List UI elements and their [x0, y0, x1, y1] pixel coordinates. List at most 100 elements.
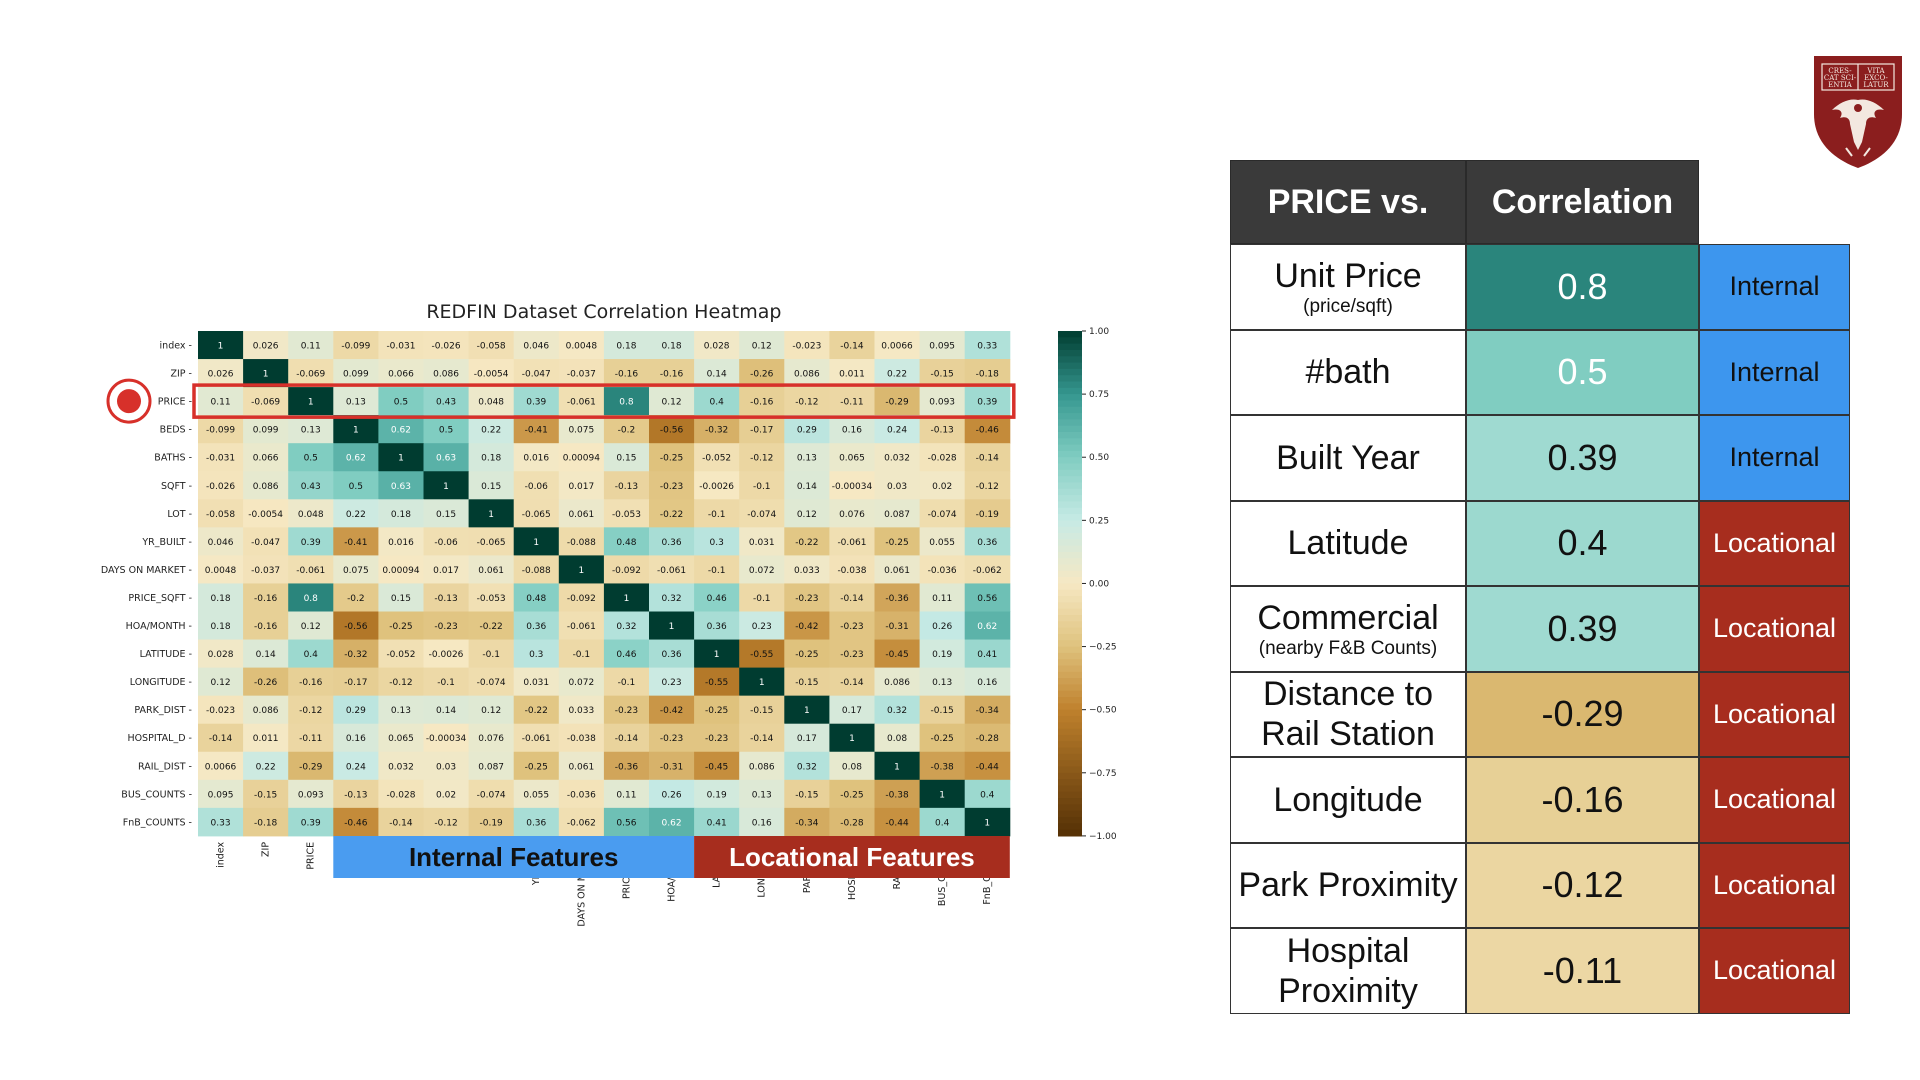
heatmap-cell: [468, 583, 515, 612]
heatmap-cell: [694, 359, 740, 388]
heatmap-cell-label: -0.026: [432, 342, 461, 352]
heatmap-cell-label: 0.39: [301, 818, 321, 828]
heatmap-cell: [558, 331, 605, 360]
price-row-highlight: [106, 378, 1016, 424]
heatmap-cell: [964, 415, 1011, 444]
colorbar-segment: [1058, 753, 1082, 761]
heatmap-cell-label: 0.08: [842, 762, 862, 772]
heatmap-cell-label: -0.38: [931, 762, 955, 772]
crest-motto-3: ENTIA: [1828, 81, 1853, 89]
heatmap-cell: [198, 499, 244, 528]
colorbar-segment: [1058, 469, 1082, 477]
heatmap-cell-label: 0.066: [253, 454, 279, 464]
heatmap-cell-label: 0.5: [439, 426, 453, 436]
colorbar-segment: [1058, 349, 1082, 357]
heatmap-cell: [558, 443, 605, 472]
feature-name: Distance to Rail Station: [1261, 675, 1435, 754]
heatmap-cell-label: 0.39: [301, 538, 321, 548]
group-band-0: [333, 836, 695, 878]
heatmap-cell-label: 0.031: [749, 538, 775, 548]
heatmap-cell-label: -0.22: [660, 510, 683, 520]
heatmap-cell-label: -0.25: [389, 622, 412, 632]
heatmap-cell: [829, 723, 875, 753]
heatmap-cell: [603, 723, 650, 753]
heatmap-cell-label: 1: [533, 538, 539, 548]
heatmap-cell-label: -0.047: [251, 538, 280, 548]
heatmap-cell: [874, 751, 921, 781]
heatmap-cell-label: 0.4: [980, 790, 995, 800]
heatmap-cell: [288, 415, 334, 444]
heatmap-cell-label: -0.069: [296, 370, 325, 380]
heatmap-cell-label: 1: [443, 482, 449, 492]
heatmap-cell: [288, 359, 334, 388]
heatmap-cell: [784, 639, 830, 669]
heatmap-cell: [243, 583, 289, 612]
table-row: #bath 0.5 Internal: [1230, 329, 1850, 415]
heatmap-cell: [919, 331, 966, 360]
colorbar-segment: [1058, 545, 1082, 553]
heatmap-cell-label: -0.065: [477, 538, 506, 548]
table-row: Commercial (nearby F&B Counts) 0.39 Locatio…: [1230, 586, 1850, 672]
table-header-row: PRICE vs. Correlation: [1230, 160, 1699, 244]
heatmap-cell-label: 0.36: [526, 818, 546, 828]
row-label: BEDS -: [160, 425, 192, 436]
heatmap-cell-label: 0.046: [523, 342, 549, 352]
heatmap-cell-label: -0.41: [525, 426, 548, 436]
heatmap-cell: [378, 751, 424, 781]
heatmap-cell: [558, 807, 605, 837]
heatmap-cell: [333, 359, 379, 388]
heatmap-cell-label: 0.011: [839, 370, 865, 380]
heatmap-cell: [468, 611, 515, 641]
heatmap-cell: [288, 331, 334, 360]
heatmap-cell: [423, 779, 470, 809]
heatmap-cell: [468, 443, 515, 472]
heatmap-cell: [198, 443, 244, 472]
heatmap-cell-label: 0.033: [568, 706, 594, 716]
heatmap-cell: [468, 807, 515, 837]
heatmap-cell-label: -0.028: [386, 790, 415, 800]
heatmap-cell-label: -0.23: [840, 650, 863, 660]
heatmap-cell: [919, 779, 966, 809]
feature-cell: Latitude: [1230, 500, 1466, 586]
heatmap-cell-label: -0.41: [344, 538, 367, 548]
heatmap-cell-label: -0.46: [976, 426, 1000, 436]
heatmap-cell-label: -0.12: [434, 818, 457, 828]
heatmap-cell: [649, 331, 695, 360]
heatmap-cell-label: -0.16: [615, 370, 639, 380]
table-row: Unit Price (price/sqft) 0.8 Internal: [1230, 244, 1850, 330]
heatmap-cell: [694, 499, 740, 528]
heatmap-cell-label: -0.028: [928, 454, 957, 464]
heatmap-cell: [468, 751, 515, 781]
heatmap-cell: [513, 583, 560, 612]
row-label: DAYS ON MARKET -: [101, 565, 192, 576]
heatmap-cell: [513, 331, 560, 360]
heatmap-cell-label: 0.46: [707, 594, 727, 604]
correlation-heatmap: REDFIN Dataset Correlation Heatmap 1 0.02…: [101, 301, 1117, 927]
heatmap-cell-label: 0.39: [977, 398, 997, 408]
heatmap-cell: [423, 331, 470, 360]
heatmap-colorbar: 1.00 0.75 0.50 0.25 0.00 −0.25 −0.50 −0.75 −1.00: [1058, 327, 1117, 842]
heatmap-cell-label: 0.13: [932, 678, 952, 688]
heatmap-cell-label: 0.03: [436, 762, 456, 772]
heatmap-cell: [964, 471, 1011, 500]
heatmap-cell-label: -0.074: [477, 790, 506, 800]
heatmap-cell-label: -0.15: [795, 790, 818, 800]
colorbar-tick-label: 0.00: [1089, 579, 1109, 589]
heatmap-cell-label: -0.16: [660, 370, 684, 380]
heatmap-cell-label: -0.1: [618, 678, 636, 688]
heatmap-cell-label: -0.053: [612, 510, 641, 520]
heatmap-cell: [558, 499, 605, 528]
heatmap-cell-label: 0.43: [301, 482, 321, 492]
colorbar-segment: [1058, 621, 1082, 629]
colorbar-segment: [1058, 652, 1082, 660]
heatmap-cell: [964, 751, 1011, 781]
heatmap-cell-label: 0.29: [797, 426, 817, 436]
heatmap-cell-label: 0.017: [568, 482, 594, 492]
colorbar-segment: [1058, 520, 1082, 528]
heatmap-cell: [739, 443, 785, 472]
heatmap-cell: [333, 415, 379, 444]
heatmap-cell-label: 0.099: [253, 426, 279, 436]
heatmap-cell: [739, 359, 785, 388]
heatmap-cell-label: 0.22: [256, 762, 276, 772]
heatmap-cell: [243, 751, 289, 781]
